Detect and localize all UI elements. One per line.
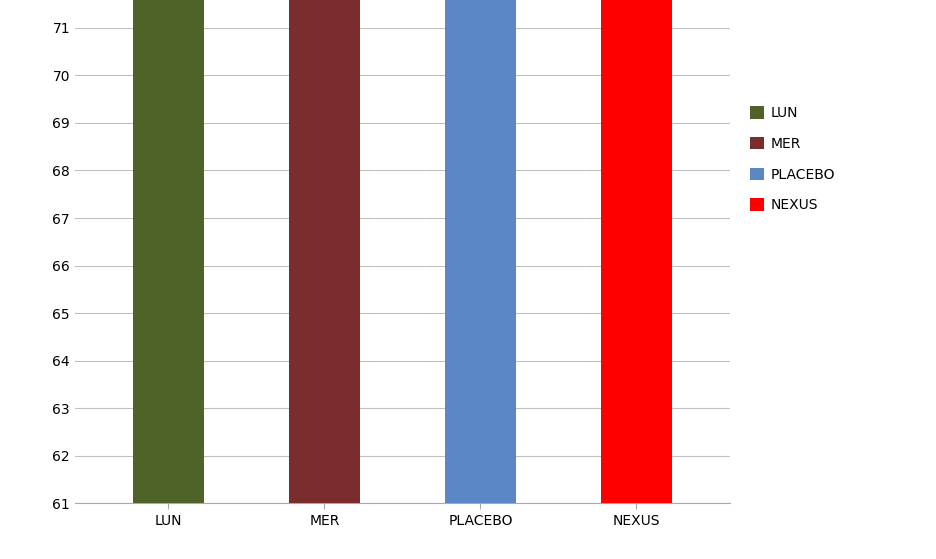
Bar (602, 0, 672, 503)
Bar (134, 0, 204, 503)
Bar (289, 0, 359, 503)
Bar (446, 0, 516, 503)
Legend: LUN, MER, PLACEBO, NEXUS: LUN, MER, PLACEBO, NEXUS (750, 106, 836, 212)
